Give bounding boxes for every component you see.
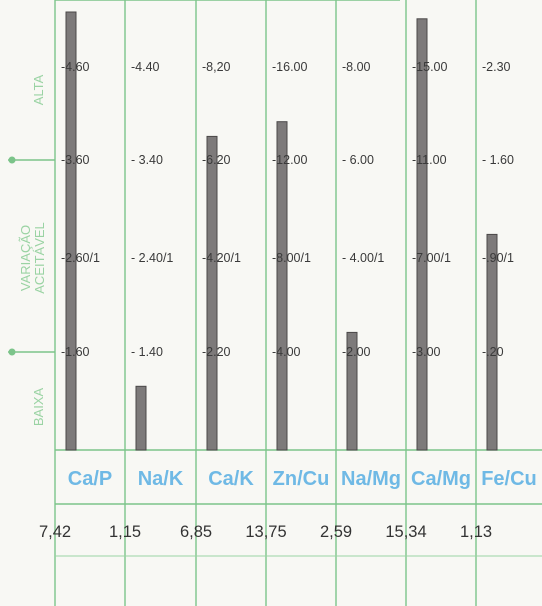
level-label-ca-mg-1: -3.00: [412, 345, 441, 359]
grid-lines: [54, 0, 542, 606]
level-label-ca-p-2: -2.60/1: [61, 251, 100, 265]
level-label-na-mg-4: -8.00: [342, 60, 371, 74]
upper-range-marker-dot: [8, 156, 16, 164]
value-zn-cu: 13,75: [245, 523, 286, 541]
bar-zn-cu: [276, 121, 288, 451]
level-label-ca-k-3: -6.20: [202, 153, 231, 167]
bar-ca-mg: [416, 18, 428, 451]
level-label-na-mg-1: -2.00: [342, 345, 371, 359]
value-na-k: 1,15: [109, 523, 141, 541]
value-ca-mg: 15,34: [385, 523, 426, 541]
level-label-zn-cu-2: -8.00/1: [272, 251, 311, 265]
level-label-ca-p-4: -4.60: [61, 60, 90, 74]
level-label-zn-cu-1: -4.00: [272, 345, 301, 359]
level-label-fe-cu-1: -.20: [482, 345, 504, 359]
header-na-mg: Na/Mg: [341, 468, 401, 490]
zone-label-acceptable-line1: VARIAÇÃO: [18, 225, 33, 291]
header-ca-mg: Ca/Mg: [411, 468, 471, 490]
bars-group: [65, 11, 498, 451]
level-label-na-k-1: - 1.40: [131, 345, 163, 359]
value-ca-k: 6,85: [180, 523, 212, 541]
header-ca-p: Ca/P: [68, 468, 112, 490]
level-label-fe-cu-2: -.90/1: [482, 251, 514, 265]
level-label-ca-k-4: -8,20: [202, 60, 231, 74]
level-label-ca-mg-2: -7.00/1: [412, 251, 451, 265]
bar-ca-k: [206, 135, 218, 451]
level-label-fe-cu-4: -2.30: [482, 60, 511, 74]
level-label-zn-cu-4: -16.00: [272, 60, 307, 74]
value-na-mg: 2,59: [320, 523, 352, 541]
zone-label-high: ALTA: [31, 74, 46, 105]
ratio-headers: Ca/P Na/K Ca/K Zn/Cu Na/Mg Ca/Mg Fe/Cu: [68, 468, 537, 490]
zone-label-acceptable-line2: ACEITÁVEL: [32, 222, 47, 294]
zone-label-low: BAIXA: [31, 388, 46, 427]
value-ca-p: 7,42: [39, 523, 71, 541]
lower-range-marker-dot: [8, 348, 16, 356]
level-label-ca-k-1: -2.20: [202, 345, 231, 359]
header-ca-k: Ca/K: [208, 468, 254, 490]
bar-na-k: [135, 385, 147, 451]
level-label-na-k-4: -4.40: [131, 60, 160, 74]
level-label-ca-p-1: -1.60: [61, 345, 90, 359]
header-na-k: Na/K: [138, 468, 184, 490]
level-label-na-k-2: - 2.40/1: [131, 251, 173, 265]
header-fe-cu: Fe/Cu: [481, 468, 537, 490]
bar-fe-cu: [486, 233, 498, 451]
level-label-na-mg-3: - 6.00: [342, 153, 374, 167]
level-label-na-mg-2: - 4.00/1: [342, 251, 384, 265]
level-label-ca-mg-4: -15.00: [412, 60, 447, 74]
level-label-ca-k-2: -4.20/1: [202, 251, 241, 265]
level-label-fe-cu-3: - 1.60: [482, 153, 514, 167]
ratio-values: 7,42 1,15 6,85 13,75 2,59 15,34 1,13: [39, 523, 492, 541]
level-label-na-k-3: - 3.40: [131, 153, 163, 167]
level-labels-group: -4.60 -3.60 -2.60/1 -1.60 -4.40 - 3.40 - 2.40/…: [61, 60, 514, 359]
level-label-ca-p-3: -3.60: [61, 153, 90, 167]
level-label-ca-mg-3: -11.00: [412, 153, 447, 167]
bar-na-mg: [346, 331, 358, 451]
level-label-zn-cu-3: -12.00: [272, 153, 307, 167]
header-zn-cu: Zn/Cu: [273, 468, 330, 490]
value-fe-cu: 1,13: [460, 523, 492, 541]
bar-ca-p: [65, 11, 77, 451]
